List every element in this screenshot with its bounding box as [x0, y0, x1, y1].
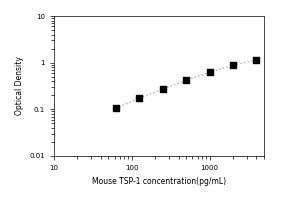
Point — [207, 71, 212, 74]
Point — [113, 107, 118, 110]
Y-axis label: Optical Density: Optical Density — [15, 57, 24, 115]
Point — [254, 58, 259, 61]
Point — [160, 88, 165, 91]
Point — [184, 79, 189, 82]
Point — [137, 96, 142, 100]
X-axis label: Mouse TSP-1 concentration(pg/mL): Mouse TSP-1 concentration(pg/mL) — [92, 177, 226, 186]
Point — [231, 64, 236, 67]
